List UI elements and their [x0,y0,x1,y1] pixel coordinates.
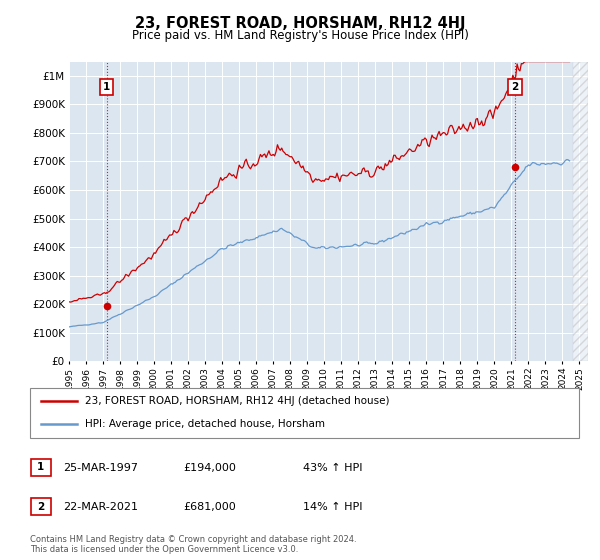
Text: 1: 1 [37,463,44,472]
Text: 14% ↑ HPI: 14% ↑ HPI [303,502,362,512]
Text: £194,000: £194,000 [183,463,236,473]
Text: 23, FOREST ROAD, HORSHAM, RH12 4HJ (detached house): 23, FOREST ROAD, HORSHAM, RH12 4HJ (deta… [85,396,389,406]
Text: 43% ↑ HPI: 43% ↑ HPI [303,463,362,473]
Text: £681,000: £681,000 [183,502,236,512]
Text: Contains HM Land Registry data © Crown copyright and database right 2024.
This d: Contains HM Land Registry data © Crown c… [30,535,356,554]
FancyBboxPatch shape [31,459,50,475]
Text: 25-MAR-1997: 25-MAR-1997 [63,463,138,473]
Text: Price paid vs. HM Land Registry's House Price Index (HPI): Price paid vs. HM Land Registry's House … [131,29,469,42]
FancyBboxPatch shape [30,388,579,438]
Text: 2: 2 [511,82,518,92]
Text: 1: 1 [103,82,110,92]
Text: 23, FOREST ROAD, HORSHAM, RH12 4HJ: 23, FOREST ROAD, HORSHAM, RH12 4HJ [135,16,465,31]
Text: 2: 2 [37,502,44,511]
Text: 22-MAR-2021: 22-MAR-2021 [63,502,138,512]
Text: HPI: Average price, detached house, Horsham: HPI: Average price, detached house, Hors… [85,419,325,430]
FancyBboxPatch shape [31,498,50,515]
